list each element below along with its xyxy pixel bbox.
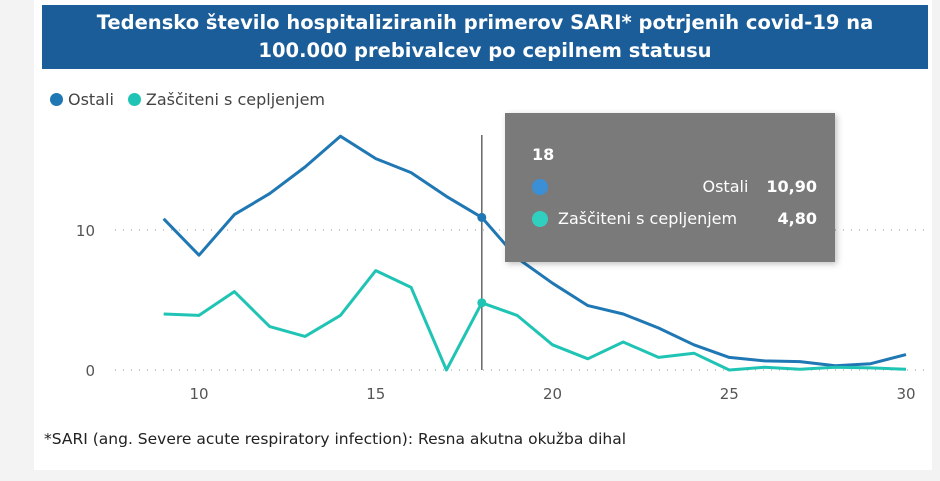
x-tick-label: 15 xyxy=(366,385,385,403)
data-point xyxy=(477,212,487,222)
series-line-ostali xyxy=(162,134,907,368)
legend-marker xyxy=(50,93,63,106)
legend: Ostali Zaščiteni s cepljenjem xyxy=(50,90,325,109)
x-tick-label: 30 xyxy=(896,385,915,403)
series-line-zasciteni xyxy=(163,269,907,372)
legend-label: Zaščiteni s cepljenjem xyxy=(145,90,326,109)
x-tick-label: 10 xyxy=(189,385,208,403)
tooltip-label: Zaščiteni s cepljenjem xyxy=(558,209,738,228)
tooltip-header: 18 xyxy=(532,145,555,164)
y-tick-label: 0 xyxy=(85,362,95,380)
tooltip-value: 10,90 xyxy=(766,177,817,196)
tooltip-marker xyxy=(532,210,548,227)
footnote: *SARI (ang. Severe acute respiratory inf… xyxy=(44,430,627,448)
y-tick-label: 10 xyxy=(76,222,95,240)
tooltip-value: 4,80 xyxy=(777,209,817,228)
tooltip-marker xyxy=(532,178,548,195)
tooltip-label: Ostali xyxy=(702,177,749,196)
legend-label: Ostali xyxy=(68,90,114,109)
chart-title: Tedensko število hospitaliziranih primer… xyxy=(42,5,928,69)
data-point xyxy=(477,298,487,308)
legend-item-zasciteni[interactable]: Zaščiteni s cepljenjem xyxy=(127,90,326,109)
x-tick-label: 25 xyxy=(720,385,739,403)
tooltip-row-zasciteni: Zaščiteni s cepljenjem 4,80 xyxy=(532,209,817,228)
tooltip: 18 Ostali 10,90 Zaščiteni s cepljenjem 4… xyxy=(505,113,835,262)
title-line-1: Tedensko število hospitaliziranih primer… xyxy=(96,11,874,34)
legend-item-ostali[interactable]: Ostali xyxy=(50,90,114,109)
tooltip-row-ostali: Ostali 10,90 xyxy=(532,177,817,196)
title-line-2: 100.000 prebivalcev po cepilnem statusu xyxy=(258,39,712,62)
x-tick-label: 20 xyxy=(543,385,562,403)
legend-marker xyxy=(127,93,141,106)
